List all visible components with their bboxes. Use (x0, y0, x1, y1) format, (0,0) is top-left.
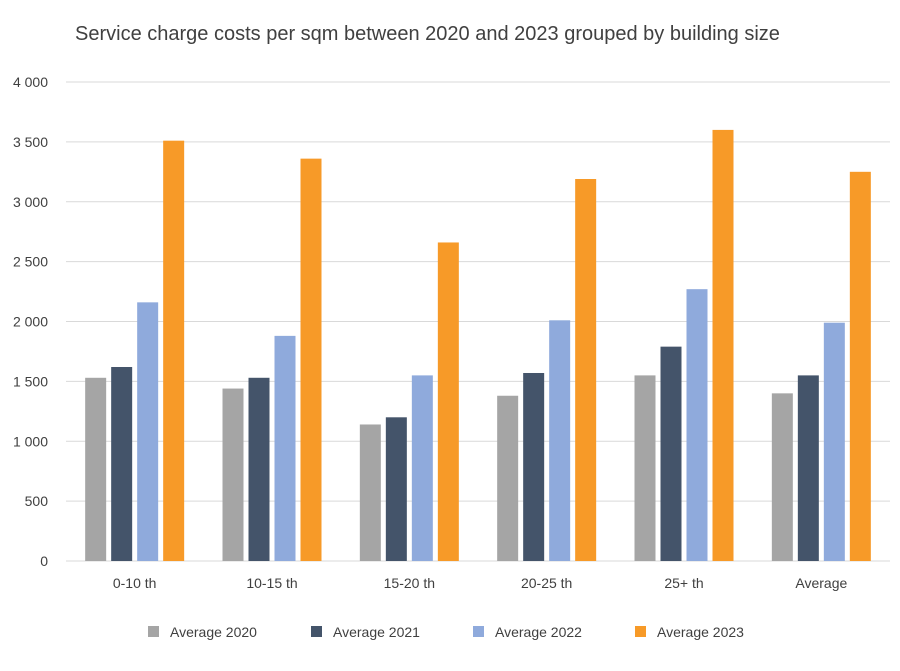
legend-label: Average 2022 (495, 624, 582, 640)
bar-average-2021-average (797, 375, 819, 561)
bar-average-2021-15-20-th (385, 417, 407, 561)
bar-average-2023-20-25-th (575, 178, 597, 561)
y-tick-label: 4 000 (13, 74, 48, 90)
legend-swatch (635, 626, 646, 637)
bar-average-2022-average (823, 322, 845, 561)
bars (85, 129, 871, 562)
bar-average-2023-10-15-th (300, 158, 322, 561)
y-tick-label: 3 000 (13, 194, 48, 210)
bar-average-2021-20-25-th (523, 372, 545, 561)
bar-average-2021-25-th (660, 346, 682, 561)
bar-average-2023-25-th (712, 129, 734, 561)
legend-label: Average 2023 (657, 624, 744, 640)
y-tick-label: 1 000 (13, 433, 48, 449)
y-axis-ticks: 0 500 1 000 1 500 2 000 2 500 3 000 3 500 4 000 (13, 74, 48, 569)
chart-title: Service charge costs per sqm between 202… (75, 23, 780, 45)
bar-average-2023-0-10-th (163, 140, 185, 562)
legend-swatch (311, 626, 322, 637)
bar-average-2022-15-20-th (411, 375, 433, 561)
x-tick-label: 15-20 th (384, 575, 435, 591)
y-tick-label: 3 500 (13, 134, 48, 150)
legend-label: Average 2020 (170, 624, 257, 640)
y-tick-label: 0 (40, 553, 48, 569)
bar-average-2020-0-10-th (85, 377, 107, 561)
legend: Average 2020 Average 2021 Average 2022 Aver… (148, 624, 744, 640)
bar-average-2023-average (849, 171, 871, 561)
y-tick-label: 2 000 (13, 314, 48, 330)
bar-average-2021-0-10-th (111, 367, 133, 561)
x-tick-label: 25+ th (664, 575, 703, 591)
legend-swatch (148, 626, 159, 637)
bar-average-2022-25-th (686, 289, 708, 561)
x-tick-label: 0-10 th (113, 575, 157, 591)
bar-average-2020-average (771, 393, 793, 561)
bar-average-2022-0-10-th (137, 302, 159, 561)
bar-average-2020-15-20-th (359, 424, 381, 561)
y-tick-label: 2 500 (13, 254, 48, 270)
gridlines (66, 81, 890, 562)
bar-average-2022-10-15-th (274, 335, 296, 561)
x-tick-label: 10-15 th (246, 575, 297, 591)
bar-average-2020-25-th (634, 375, 656, 561)
x-tick-label: 20-25 th (521, 575, 572, 591)
x-axis-ticks: 0-10 th 10-15 th 15-20 th 20-25 th 25+ th Ave… (113, 575, 848, 591)
bar-average-2020-10-15-th (222, 388, 244, 561)
x-tick-label: Average (795, 575, 847, 591)
y-tick-label: 500 (25, 493, 49, 509)
bar-average-2020-20-25-th (497, 395, 519, 561)
bar-average-2021-10-15-th (248, 377, 270, 561)
y-tick-label: 1 500 (13, 373, 48, 389)
legend-label: Average 2021 (333, 624, 420, 640)
bar-average-2023-15-20-th (437, 242, 459, 561)
bar-average-2022-20-25-th (549, 320, 571, 561)
legend-swatch (473, 626, 484, 637)
